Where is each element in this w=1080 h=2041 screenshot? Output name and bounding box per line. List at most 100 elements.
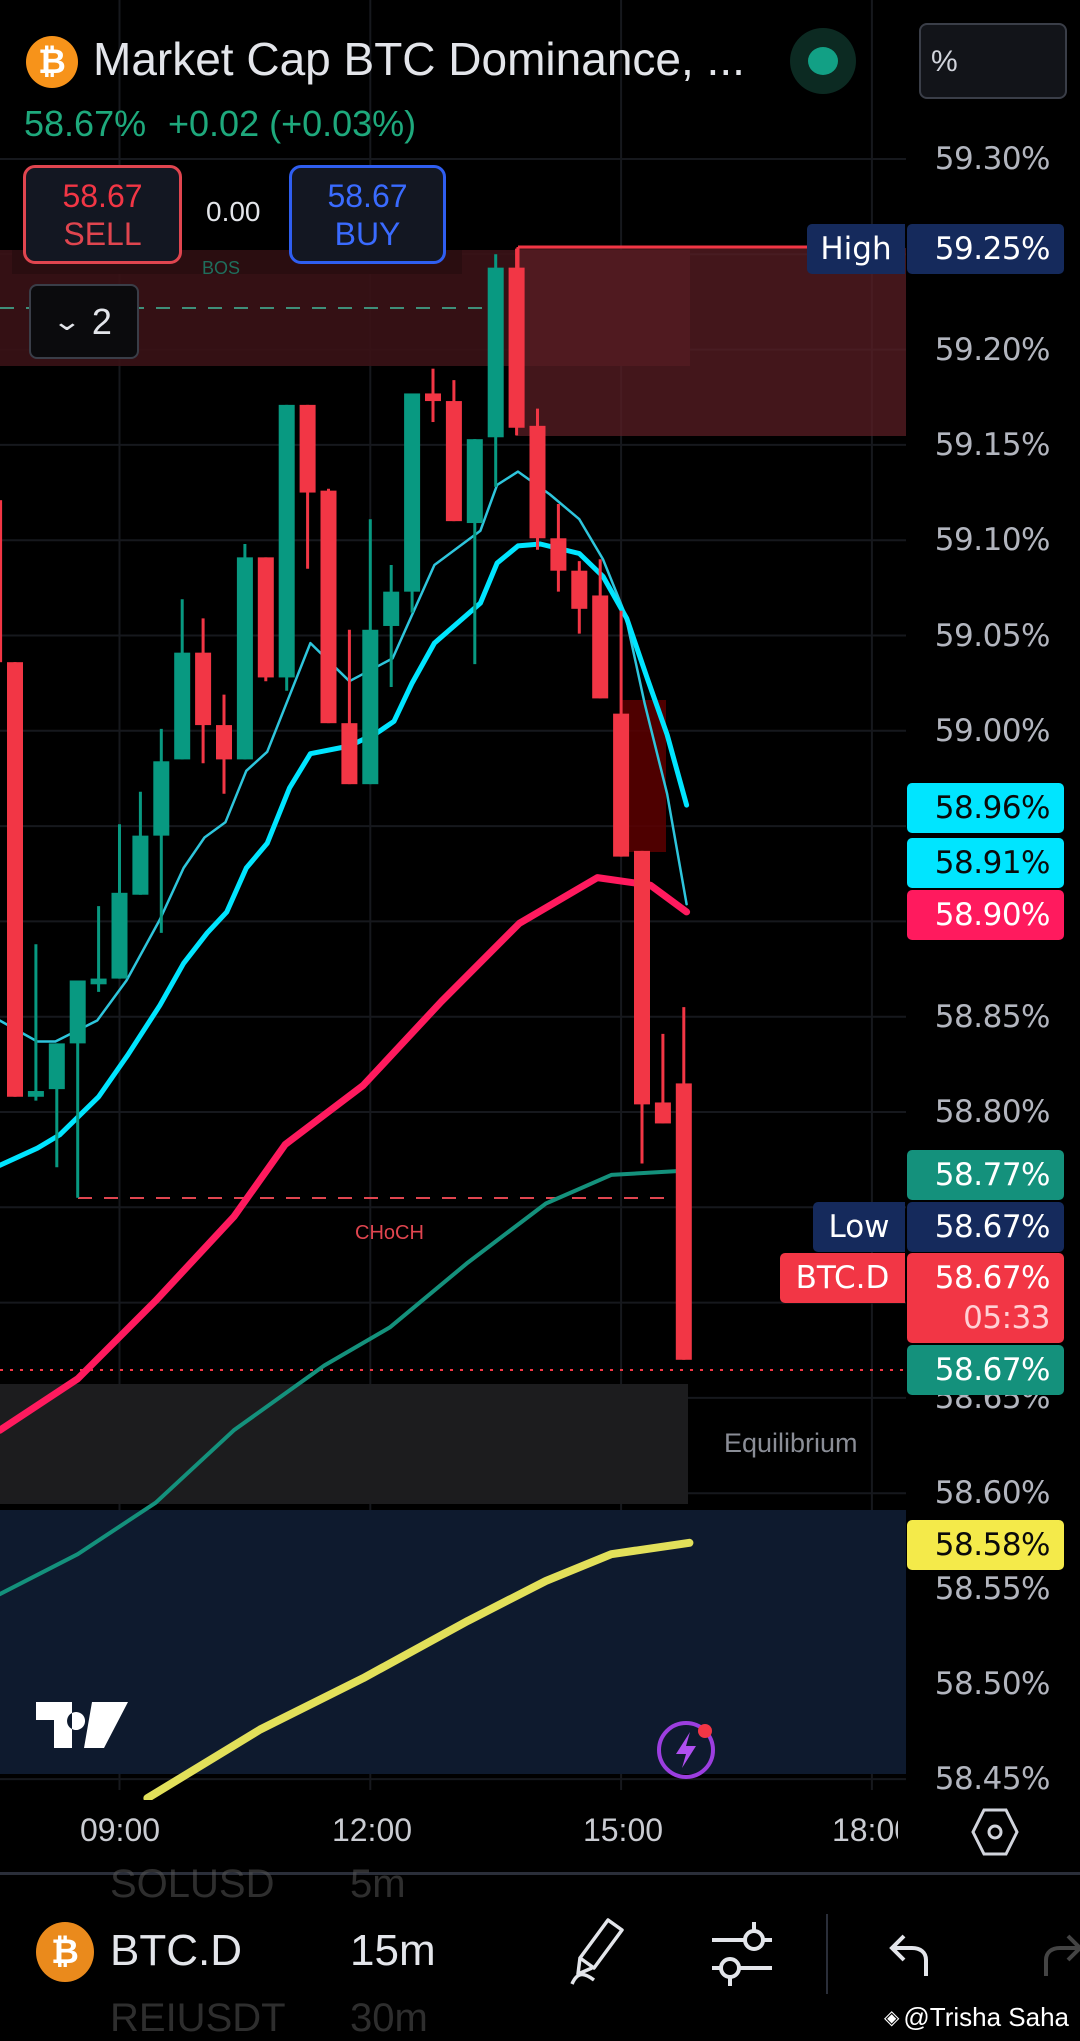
candle-body [111,892,128,979]
candle-12:00 [362,519,379,785]
last-price: 58.67% [24,103,147,144]
chart-title[interactable]: Market Cap BTC Dominance, ... [93,33,745,85]
time-tick: 18:00 [831,1812,913,1848]
candle-body [571,570,588,609]
ema_fast-line [0,541,690,1168]
ema-slow-tag: 58.91% [907,838,1064,888]
price-tick: 59.20% [934,331,1051,368]
candle-body [613,713,630,857]
candle-12:30 [404,393,421,613]
candle-12:45 [425,368,441,423]
candle-08:45 [90,906,107,992]
sell-button[interactable]: 58.67 SELL [23,165,182,264]
indicator-settings-icon[interactable] [710,1920,774,1988]
live-dot-icon [808,47,838,75]
ma_teal-line [0,1169,679,1597]
live-status-indicator [790,28,856,94]
candle-15:30 [654,1033,671,1124]
candle-09:00 [111,824,128,979]
chart-settings-icon[interactable] [970,1806,1020,1858]
candle-body [466,439,483,524]
price-tick: 59.30% [934,141,1051,177]
candle-body [341,723,358,785]
candle-body [508,267,525,428]
candle-14:00 [529,408,546,550]
candle-body [69,980,86,1044]
undo-icon[interactable] [888,1930,934,1980]
candle-13:15 [466,439,483,665]
candle-body [425,393,441,402]
candle-body [675,1083,692,1360]
buy-button[interactable]: 58.67 BUY [289,165,446,264]
choch-label: CHoCH [355,1222,424,1244]
percent-scale-button[interactable]: % [919,23,1067,99]
high-label-tag: High [807,224,905,274]
candle-body [236,557,253,760]
divider [826,1914,828,1994]
candle-09:30 [153,728,170,933]
candle-body [174,652,191,760]
indicator-count: 2 [91,300,112,342]
candle-body [362,629,379,785]
candle-15:45 [675,1007,692,1360]
candle-body [216,725,232,760]
candle-body [257,557,274,678]
order-block-zone [516,248,906,436]
low-value-tag: 58.67% [907,1202,1064,1252]
candle-body [654,1102,671,1124]
candle-body [153,761,170,836]
interval-selector[interactable]: 15m [350,1926,436,1975]
bitcoin-icon: ₿ [36,1922,94,1982]
price-tick: 58.85% [934,998,1051,1035]
chevron-down-icon: ⌄ [51,306,83,336]
candle-11:45 [341,629,358,785]
candle-body [383,591,400,626]
candle-13:30 [487,254,504,487]
ma-teal-tag: 58.77% [907,1150,1064,1200]
candle-07:45 [7,662,23,1097]
candle-14:45 [592,559,609,699]
candle-13:00 [445,380,462,522]
candle-body [320,490,337,724]
low-label-tag: Low [813,1202,905,1252]
candle-10:30 [236,544,253,760]
price-tick: 59.15% [934,426,1051,463]
lightning-alert-icon[interactable] [654,1718,718,1782]
symbol-selector[interactable]: BTC.D [110,1926,242,1975]
tradingview-logo [36,1702,128,1748]
price-tick: 58.60% [934,1475,1051,1512]
price-tick: 59.00% [934,712,1051,749]
candle-10:45 [257,557,274,682]
candle-08:15 [48,1043,65,1168]
candle-09:15 [132,791,149,895]
drawing-tools-icon[interactable] [568,1916,630,1990]
high-value-tag: 59.25% [907,224,1064,274]
price-tick: 58.80% [934,1094,1051,1130]
ma_pink-line [0,874,691,1434]
discount-zone [0,1510,906,1774]
redo-icon[interactable] [1040,1930,1080,1980]
time-tick: 12:00 [331,1812,413,1848]
candle-11:15 [299,404,316,569]
candle-15:15 [634,850,650,1164]
ema-fast-tag: 58.96% [907,783,1064,833]
candle-body [487,267,504,438]
next-interval: 30m [350,1996,428,2040]
candle-body [48,1043,65,1090]
candle-body [0,500,3,663]
time-tick: 09:00 [79,1812,161,1848]
divider [0,1872,1080,1875]
buy-price: 58.67 [327,177,408,214]
candle-13:45 [508,248,525,436]
candle-08:00 [27,944,44,1101]
equilibrium-label: Equilibrium [724,1428,858,1458]
candle-body [278,404,295,678]
equilibrium-zone [0,1384,688,1504]
bos-label: BOS [202,258,241,278]
indicators-toggle-button[interactable]: ⌄ 2 [29,284,139,359]
price-tick: 59.05% [934,617,1051,654]
spread-value: 0.00 [206,196,261,227]
prev-interval: 5m [350,1862,406,1906]
sell-price: 58.67 [62,177,143,214]
next-symbol: REIUSDT [110,1996,286,2040]
